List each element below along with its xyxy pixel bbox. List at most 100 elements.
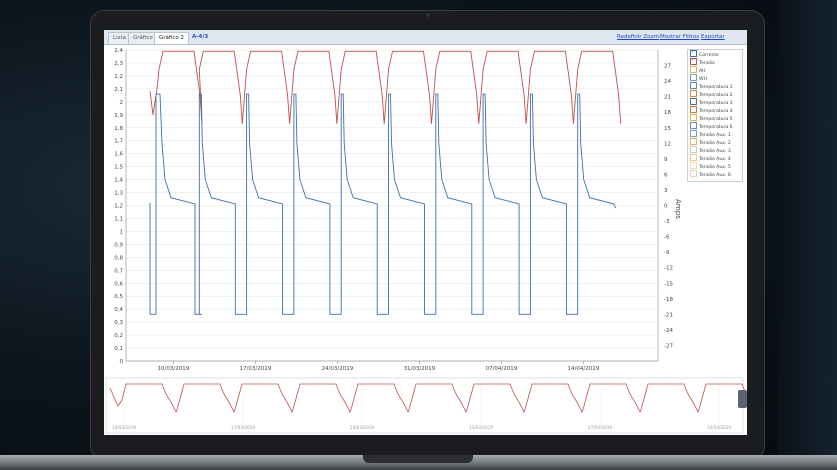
legend-label: AH	[699, 69, 706, 74]
navigator-handle[interactable]	[738, 390, 747, 408]
legend-item[interactable]: Tensão	[690, 57, 715, 67]
legend-item[interactable]: Tensão Aux. 2	[690, 138, 731, 147]
legend-label: Tensão Aux. 5	[699, 165, 731, 170]
legend-label: Temperatura 2	[699, 93, 733, 98]
legend-label: Temperatura 4	[699, 109, 733, 114]
legend-item[interactable]: Temperatura 2	[690, 90, 733, 99]
x-tick-label: 07/04/2019	[486, 366, 518, 372]
legend-checkbox[interactable]	[690, 98, 697, 105]
laptop-notch	[363, 455, 473, 463]
legend-item[interactable]: Temperatura 4	[690, 106, 733, 115]
x-tick-label: 14/04/2019	[568, 366, 600, 372]
current-series-line	[149, 93, 617, 315]
y-right-tick-label: 21	[664, 95, 671, 101]
y-left-tick-label: 0,5	[114, 294, 123, 300]
legend: Corrente Tensão AH WH Temperatura 1 Temperatu…	[687, 49, 743, 182]
y-left-tick-label: 2,2	[114, 74, 123, 80]
y-left-tick-label: 1	[120, 229, 124, 235]
y-right-tick-label: 27	[664, 64, 671, 70]
y-left-tick-label: 2,4	[114, 48, 123, 54]
legend-checkbox[interactable]	[690, 49, 697, 57]
legend-checkbox[interactable]	[690, 130, 697, 137]
legend-checkbox[interactable]	[690, 90, 697, 97]
legend-item[interactable]: Tensão Aux. 1	[690, 130, 731, 139]
legend-checkbox[interactable]	[690, 154, 697, 161]
y-left-tick-label: 1,3	[114, 191, 123, 197]
legend-checkbox[interactable]	[690, 57, 697, 65]
main-chart[interactable]: 0 0,1 0,2 0,3 0,4 0,5 0,6 0,7 0,8 0,9 1 1,1 1,2 1,3 1,…	[104, 44, 687, 374]
y-right-tick-label: 15	[664, 126, 671, 132]
y-right-tick-label: 9	[664, 157, 668, 163]
legend-label: Temperatura 3	[699, 101, 733, 106]
channel-label: A-4/3	[192, 34, 209, 40]
y-right-tick-label: 3	[664, 188, 668, 194]
navigator-tension-line	[109, 383, 747, 414]
y-left-tick-label: 0,1	[114, 346, 123, 352]
y-left-tick-label: 1,7	[114, 139, 123, 145]
legend-checkbox[interactable]	[690, 66, 697, 73]
y-left-tick-label: 1,8	[114, 126, 123, 132]
legend-label: Temperatura 5	[699, 117, 733, 122]
reset-zoom-link[interactable]: Redefinir Zoom	[617, 34, 660, 40]
legend-checkbox[interactable]	[690, 74, 697, 81]
y-left-tick-label: 2,3	[114, 61, 123, 67]
y-left-tick-label: 0,8	[114, 255, 123, 261]
legend-checkbox[interactable]	[690, 122, 697, 129]
y-right-tick-label: -9	[664, 250, 670, 256]
show-filters-link[interactable]: Mostrar Filtros	[660, 34, 700, 40]
tab-grafico-2[interactable]: Gráfico 2	[154, 32, 189, 44]
legend-item[interactable]: Tensão Aux. 3	[690, 146, 731, 155]
x-tick-label: 17/03/2019	[240, 366, 272, 372]
export-link[interactable]: Exportar	[701, 34, 725, 40]
y-right-tick-label: -6	[664, 235, 670, 241]
legend-item[interactable]: WH	[690, 74, 707, 83]
navigator-chart[interactable]: 10/03/2019 17/03/2019 24/03/2019 31/03/2019…	[104, 376, 747, 435]
legend-label: Corrente	[699, 53, 719, 58]
y-left-tick-label: 0,4	[114, 307, 123, 313]
legend-label: Tensão Aux. 2	[699, 141, 731, 146]
legend-checkbox[interactable]	[690, 106, 697, 113]
legend-item[interactable]: Temperatura 3	[690, 98, 733, 107]
legend-item[interactable]: Tensão Aux. 4	[690, 154, 731, 163]
legend-item[interactable]: Tensão Aux. 5	[690, 162, 731, 171]
y-left-tick-label: 0,3	[114, 320, 123, 326]
y-right-tick-label: -27	[664, 343, 673, 349]
toolbar: Lista Gráfico Gráfico 2 A-4/3 Redefinir …	[104, 30, 747, 45]
legend-label: Tensão	[699, 61, 715, 66]
legend-label: Temperatura 6	[699, 125, 733, 130]
y-right-tick-label: -15	[664, 281, 673, 287]
legend-checkbox[interactable]	[690, 138, 697, 145]
navigator-x-label: 17/03/2019	[231, 425, 255, 430]
y-left-tick-label: 1,6	[114, 152, 123, 158]
y-right-tick-label: -21	[664, 312, 673, 318]
y-left-tick-label: 2,1	[114, 87, 123, 93]
navigator-x-label: 10/03/2019	[112, 425, 136, 430]
x-tick-label: 24/03/2019	[322, 366, 354, 372]
camera-icon	[425, 13, 430, 17]
legend-checkbox[interactable]	[690, 170, 697, 177]
legend-label: Tensão Aux. 4	[699, 157, 731, 162]
y-right-tick-label: -18	[664, 297, 673, 303]
y-left-tick-label: 1,5	[114, 165, 123, 171]
legend-label: Temperatura 1	[699, 85, 733, 90]
legend-label: WH	[699, 77, 707, 82]
y-left-tick-label: 1,4	[114, 178, 123, 184]
legend-item[interactable]: Temperatura 5	[690, 114, 733, 123]
y-left-tick-label: 0	[120, 359, 124, 365]
legend-item[interactable]: Temperatura 6	[690, 122, 733, 131]
legend-item[interactable]: Tensão Aux. 6	[690, 170, 731, 179]
legend-checkbox[interactable]	[690, 162, 697, 169]
legend-checkbox[interactable]	[690, 114, 697, 121]
tension-series-line	[149, 50, 622, 124]
navigator-x-label: 31/03/2019	[469, 425, 493, 430]
y-right-tick-label: -24	[664, 328, 673, 334]
y-left-tick-label: 0,9	[114, 242, 123, 248]
y-left-tick-label: 1,1	[114, 216, 123, 222]
x-tick-label: 31/03/2019	[404, 366, 436, 372]
legend-checkbox[interactable]	[690, 82, 697, 89]
legend-item[interactable]: AH	[690, 66, 706, 75]
y-right-tick-label: 12	[664, 141, 671, 147]
navigator-x-label: 24/03/2019	[350, 425, 374, 430]
legend-checkbox[interactable]	[690, 146, 697, 153]
legend-item[interactable]: Temperatura 1	[690, 82, 733, 91]
